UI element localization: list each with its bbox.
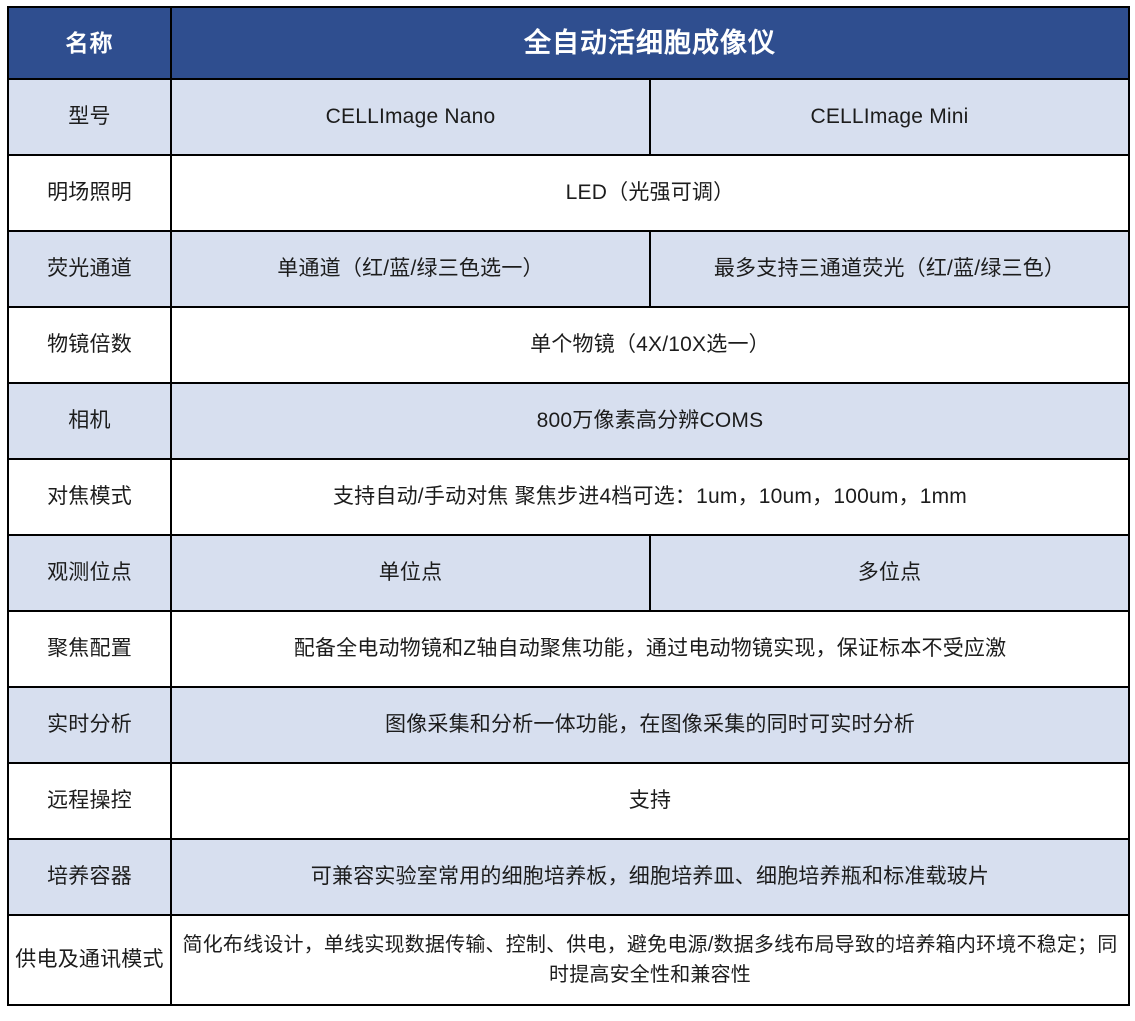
header-name-label: 名称 [7, 6, 172, 80]
table-row: 聚焦配置 配备全电动物镜和Z轴自动聚焦功能，通过电动物镜实现，保证标本不受应激 [7, 610, 1130, 688]
table-body: 名称 全自动活细胞成像仪 型号 CELLImage Nano CELLImage M… [7, 6, 1130, 1006]
row-label: 培养容器 [7, 838, 172, 916]
row-label: 相机 [7, 382, 172, 460]
row-label: 对焦模式 [7, 458, 172, 536]
table-row: 观测位点 单位点 多位点 [7, 534, 1130, 612]
row-label: 观测位点 [7, 534, 172, 612]
row-label: 聚焦配置 [7, 610, 172, 688]
table-row: 供电及通讯模式 简化布线设计，单线实现数据传输、控制、供电，避免电源/数据多线布局… [7, 914, 1130, 1006]
row-value-shared: 800万像素高分辨COMS [170, 382, 1130, 460]
table-header-row: 名称 全自动活细胞成像仪 [7, 6, 1130, 80]
table-row: 明场照明 LED（光强可调） [7, 154, 1130, 232]
row-value-shared: 图像采集和分析一体功能，在图像采集的同时可实时分析 [170, 686, 1130, 764]
row-label: 物镜倍数 [7, 306, 172, 384]
row-value-shared: LED（光强可调） [170, 154, 1130, 232]
row-label: 实时分析 [7, 686, 172, 764]
table-row: 培养容器 可兼容实验室常用的细胞培养板，细胞培养皿、细胞培养瓶和标准载玻片 [7, 838, 1130, 916]
row-value-nano: CELLImage Nano [170, 78, 651, 156]
row-label: 远程操控 [7, 762, 172, 840]
row-label: 供电及通讯模式 [7, 914, 172, 1006]
table-row: 远程操控 支持 [7, 762, 1130, 840]
table-row: 物镜倍数 单个物镜（4X/10X选一） [7, 306, 1130, 384]
table-row: 型号 CELLImage Nano CELLImage Mini [7, 78, 1130, 156]
row-label: 型号 [7, 78, 172, 156]
row-value-shared: 可兼容实验室常用的细胞培养板，细胞培养皿、细胞培养瓶和标准载玻片 [170, 838, 1130, 916]
row-value-mini: 最多支持三通道荧光（红/蓝/绿三色） [649, 230, 1130, 308]
row-value-shared: 简化布线设计，单线实现数据传输、控制、供电，避免电源/数据多线布局导致的培养箱内… [170, 914, 1130, 1006]
row-value-mini: CELLImage Mini [649, 78, 1130, 156]
table-row: 相机 800万像素高分辨COMS [7, 382, 1130, 460]
row-value-shared: 配备全电动物镜和Z轴自动聚焦功能，通过电动物镜实现，保证标本不受应激 [170, 610, 1130, 688]
table-row: 实时分析 图像采集和分析一体功能，在图像采集的同时可实时分析 [7, 686, 1130, 764]
row-value-nano: 单位点 [170, 534, 651, 612]
table-row: 荧光通道 单通道（红/蓝/绿三色选一） 最多支持三通道荧光（红/蓝/绿三色） [7, 230, 1130, 308]
header-product-title: 全自动活细胞成像仪 [170, 6, 1130, 80]
spec-sheet: 名称 全自动活细胞成像仪 型号 CELLImage Nano CELLImage M… [0, 6, 1135, 1021]
row-value-shared: 支持自动/手动对焦 聚焦步进4档可选：1um，10um，100um，1mm [170, 458, 1130, 536]
specification-table: 名称 全自动活细胞成像仪 型号 CELLImage Nano CELLImage M… [7, 6, 1130, 1006]
row-value-shared: 支持 [170, 762, 1130, 840]
table-row: 对焦模式 支持自动/手动对焦 聚焦步进4档可选：1um，10um，100um，1m… [7, 458, 1130, 536]
row-label: 明场照明 [7, 154, 172, 232]
row-value-mini: 多位点 [649, 534, 1130, 612]
row-label: 荧光通道 [7, 230, 172, 308]
row-value-shared: 单个物镜（4X/10X选一） [170, 306, 1130, 384]
row-value-nano: 单通道（红/蓝/绿三色选一） [170, 230, 651, 308]
